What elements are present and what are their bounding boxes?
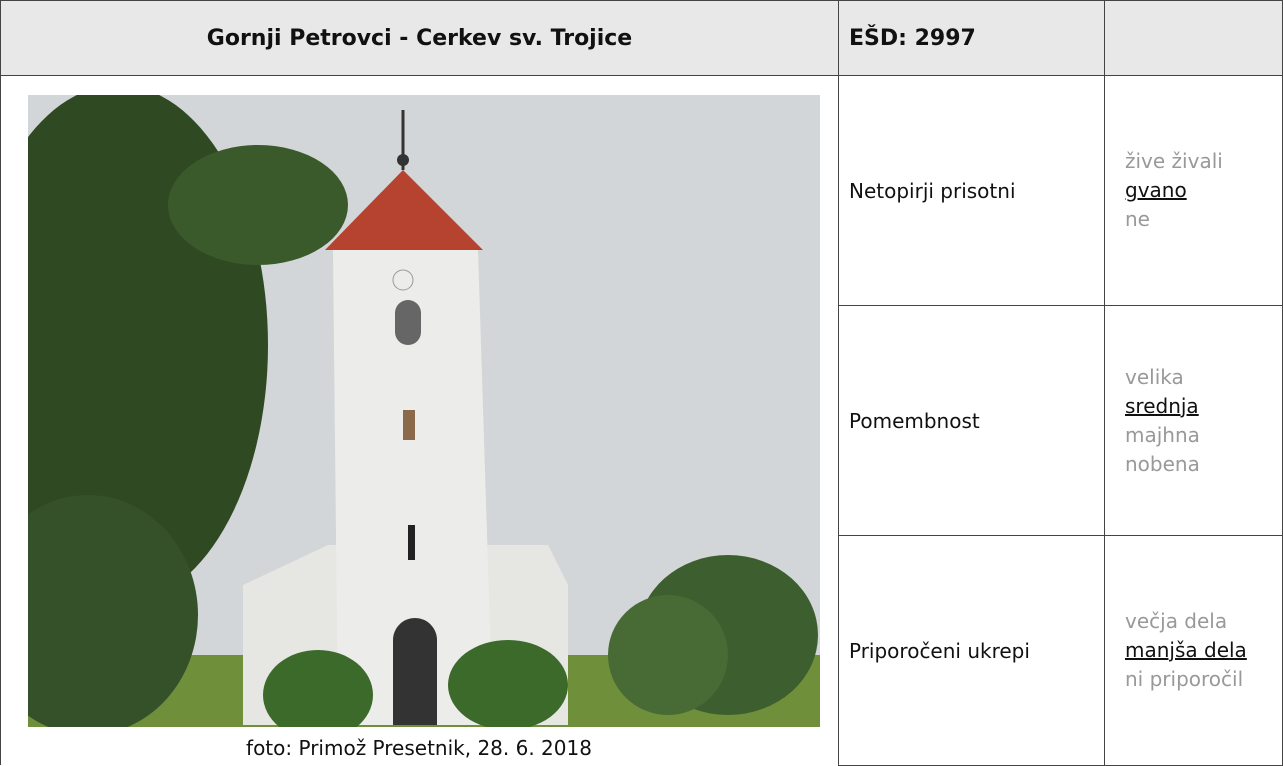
header-id: EŠD: 2997 [838,0,1105,76]
header-title: Gornji Petrovci - Cerkev sv. Trojice [0,0,839,76]
option: manjša dela [1125,638,1247,662]
option: nobena [1125,451,1200,476]
header-empty [1104,0,1283,76]
row-label: Pomembnost [838,305,1105,536]
option: gvano [1125,178,1187,202]
row-options: velika srednja majhna nobena [1104,305,1283,536]
option: ne [1125,207,1150,231]
photo [28,95,820,727]
photo-caption: foto: Primož Presetnik, 28. 6. 2018 [246,736,592,760]
option: večja dela [1125,609,1228,633]
row-options: večja dela manjša dela ni priporočil [1104,535,1283,766]
row-options: žive živali gvano ne [1104,75,1283,306]
row-label: Netopirji prisotni [838,75,1105,306]
row-label: Priporočeni ukrepi [838,535,1105,766]
option: majhna [1125,422,1200,447]
option: ni priporočil [1125,667,1244,691]
option: žive živali [1125,149,1223,173]
option: velika [1125,364,1184,389]
option: srednja [1125,393,1199,418]
